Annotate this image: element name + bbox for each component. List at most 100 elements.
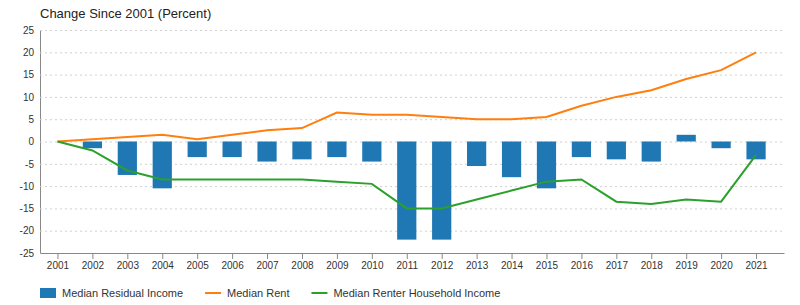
chart-svg: -25 -20 -15 -10 -5 0 5 10 15 20 25 2001 2002 2003 2004…	[0, 0, 800, 305]
x-tick: 2003	[117, 253, 140, 271]
chart-title: Change Since 2001 (Percent)	[40, 6, 211, 21]
x-tick-label: 2013	[466, 260, 489, 271]
x-tick-label: 2015	[536, 260, 559, 271]
x-tick-label: 2008	[291, 260, 314, 271]
y-tick-label: -20	[20, 225, 35, 236]
tick-mark	[267, 253, 268, 259]
x-tick-label: 2002	[82, 260, 105, 271]
bar	[397, 142, 416, 240]
bar	[677, 135, 696, 142]
plot-marks	[57, 52, 765, 239]
bar	[502, 142, 521, 178]
bar	[642, 142, 661, 162]
grid-line	[40, 97, 784, 98]
tick-mark	[581, 253, 582, 259]
x-tick: 2002	[82, 253, 105, 271]
x-tick-label: 2001	[47, 260, 70, 271]
x-tick: 2006	[221, 253, 244, 271]
bar-series	[83, 135, 766, 240]
y-tick-label: -5	[25, 159, 34, 170]
x-tick: 2014	[501, 253, 524, 271]
grid-line	[40, 30, 784, 31]
x-tick: 2010	[361, 253, 384, 271]
y-tick: 10	[23, 92, 784, 103]
tick-mark	[232, 253, 233, 259]
x-axis: 2001 2002 2003 2004 2005 2006 2007 2008 2009 2010…	[41, 253, 785, 271]
y-tick-label: 10	[23, 92, 35, 103]
tick-mark	[546, 253, 547, 259]
bar	[572, 142, 591, 158]
y-axis: -25 -20 -15 -10 -5 0 5 10 15 20 25	[20, 25, 784, 259]
tick-mark	[302, 253, 303, 259]
bar	[188, 142, 207, 158]
x-tick: 2015	[536, 253, 559, 271]
tick-mark	[92, 253, 93, 259]
x-tick-label: 2020	[711, 260, 734, 271]
x-tick: 2016	[571, 253, 594, 271]
y-tick: 15	[23, 69, 784, 80]
tick-mark	[477, 253, 478, 259]
x-tick: 2004	[152, 253, 175, 271]
x-tick: 2017	[606, 253, 629, 271]
bar	[712, 142, 731, 149]
bar	[257, 142, 276, 162]
tick-mark	[162, 253, 163, 259]
y-tick-label: -15	[20, 203, 35, 214]
legend-swatch	[205, 292, 221, 294]
tick-mark	[721, 253, 722, 259]
tick-mark	[686, 253, 687, 259]
x-tick-label: 2011	[397, 260, 419, 271]
tick-mark	[197, 253, 198, 259]
chart-container: -25 -20 -15 -10 -5 0 5 10 15 20 25 2001 2002 2003 2004…	[0, 0, 800, 305]
bar	[467, 142, 486, 167]
tick-mark	[372, 253, 373, 259]
y-tick-label: -25	[20, 248, 35, 259]
x-tick-label: 2018	[641, 260, 664, 271]
grid-line	[40, 253, 784, 254]
x-tick: 2008	[291, 253, 314, 271]
legend-label: Median Renter Household Income	[333, 287, 500, 299]
y-tick-label: 20	[23, 47, 35, 58]
x-tick: 2009	[326, 253, 349, 271]
y-tick: 20	[23, 47, 784, 58]
x-tick: 2007	[256, 253, 279, 271]
bar	[292, 142, 311, 160]
grid-line	[40, 119, 784, 120]
x-tick-label: 2012	[431, 260, 454, 271]
tick-mark	[616, 253, 617, 259]
y-tick: 25	[23, 25, 784, 36]
bar	[362, 142, 381, 162]
x-tick-label: 2016	[571, 260, 594, 271]
x-axis-line	[41, 253, 785, 254]
grid-line	[40, 52, 784, 53]
y-tick-label: 5	[28, 114, 34, 125]
y-tick-label: -10	[20, 181, 35, 192]
line	[57, 52, 756, 141]
x-tick: 2005	[187, 253, 210, 271]
x-tick: 2012	[431, 253, 454, 271]
tick-mark	[407, 253, 408, 259]
tick-mark	[756, 253, 757, 259]
bar	[223, 142, 242, 158]
bar	[746, 142, 765, 160]
x-tick: 2001	[47, 253, 70, 271]
legend: Median Residual IncomeMedian RentMedian …	[40, 287, 500, 299]
line	[57, 142, 756, 209]
x-tick: 2020	[711, 253, 734, 271]
tick-mark	[127, 253, 128, 259]
x-tick-label: 2017	[606, 260, 629, 271]
x-tick-label: 2009	[326, 260, 349, 271]
tick-mark	[651, 253, 652, 259]
legend-item: Median Rent	[205, 287, 289, 299]
y-tick-label: 0	[28, 136, 34, 147]
x-tick-label: 2021	[745, 260, 768, 271]
legend-item: Median Renter Household Income	[311, 287, 500, 299]
tick-mark	[512, 253, 513, 259]
bar	[432, 142, 451, 240]
x-tick: 2013	[466, 253, 489, 271]
x-tick: 2019	[676, 253, 699, 271]
y-tick-label: 25	[23, 25, 35, 36]
x-tick: 2018	[641, 253, 664, 271]
y-tick: -25	[20, 248, 784, 259]
x-tick-label: 2019	[676, 260, 699, 271]
